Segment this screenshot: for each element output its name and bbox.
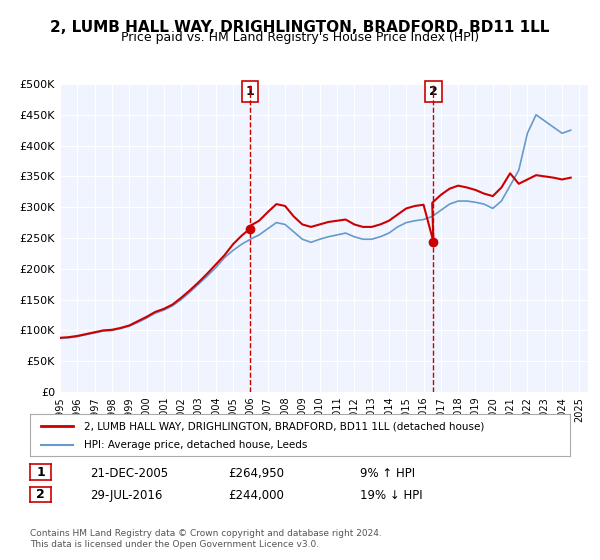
Text: 1: 1 — [36, 465, 45, 479]
Text: Price paid vs. HM Land Registry's House Price Index (HPI): Price paid vs. HM Land Registry's House … — [121, 31, 479, 44]
Text: 1: 1 — [245, 85, 254, 98]
Text: 2, LUMB HALL WAY, DRIGHLINGTON, BRADFORD, BD11 1LL: 2, LUMB HALL WAY, DRIGHLINGTON, BRADFORD… — [50, 20, 550, 35]
Text: £244,000: £244,000 — [228, 489, 284, 502]
Text: 21-DEC-2005: 21-DEC-2005 — [90, 466, 168, 480]
Text: 2, LUMB HALL WAY, DRIGHLINGTON, BRADFORD, BD11 1LL (detached house): 2, LUMB HALL WAY, DRIGHLINGTON, BRADFORD… — [84, 421, 484, 431]
Text: 19% ↓ HPI: 19% ↓ HPI — [360, 489, 422, 502]
Text: HPI: Average price, detached house, Leeds: HPI: Average price, detached house, Leed… — [84, 440, 307, 450]
Text: 2: 2 — [429, 85, 438, 98]
Text: 2: 2 — [36, 488, 45, 501]
Text: £264,950: £264,950 — [228, 466, 284, 480]
Text: Contains HM Land Registry data © Crown copyright and database right 2024.
This d: Contains HM Land Registry data © Crown c… — [30, 529, 382, 549]
Text: 9% ↑ HPI: 9% ↑ HPI — [360, 466, 415, 480]
Text: 29-JUL-2016: 29-JUL-2016 — [90, 489, 163, 502]
